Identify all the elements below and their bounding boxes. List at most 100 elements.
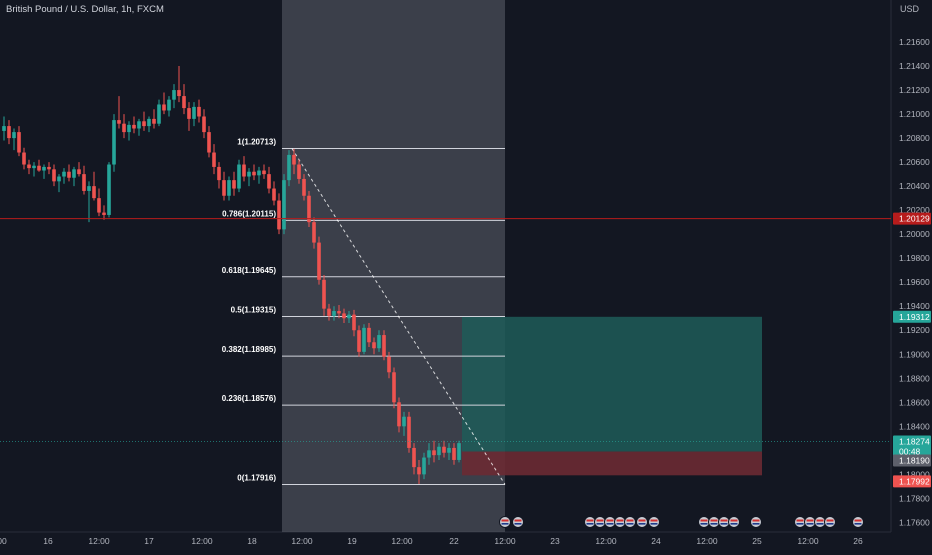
flag-icon-circle [814, 516, 826, 528]
candle-body [412, 447, 416, 468]
candle-body [457, 443, 461, 460]
price-label-bg [893, 475, 931, 488]
flag-icon[interactable] [512, 516, 524, 528]
flag-icon[interactable] [728, 516, 740, 528]
flag-icon[interactable] [584, 516, 596, 528]
candle [47, 162, 51, 175]
price-tick-label: 1.21200 [899, 85, 930, 95]
price-tick-label: 1.18000 [899, 469, 930, 479]
candle [247, 168, 251, 187]
candle-body [427, 450, 431, 458]
flag-icon-circle [512, 516, 524, 528]
price-label-text: 1.17992 [899, 476, 930, 486]
flag-icon-circle [728, 516, 740, 528]
flag-stripe [501, 523, 509, 525]
price-label-bg [893, 454, 931, 467]
flag-icon[interactable] [614, 516, 626, 528]
candle [322, 275, 326, 316]
flag-icon[interactable] [718, 516, 730, 528]
candle-body [197, 106, 201, 117]
time-axis[interactable]: 00 16 12:00 17 12:00 18 12:00 19 12:00 22 12:00 23 1… [0, 536, 863, 546]
candle-body [247, 171, 251, 177]
candle-body [317, 242, 321, 280]
candle [127, 121, 131, 141]
flag-icon[interactable] [804, 516, 816, 528]
flag-icon[interactable] [852, 516, 864, 528]
flag-icon[interactable] [794, 516, 806, 528]
flag-icon[interactable] [824, 516, 836, 528]
candle-body [377, 335, 381, 349]
candle [392, 367, 396, 409]
candle [362, 324, 366, 355]
candle [292, 148, 296, 175]
flag-stripe [854, 519, 862, 522]
candle-body [287, 154, 291, 181]
profit-zone[interactable] [462, 316, 762, 452]
candle-body [222, 180, 226, 196]
flag-icon-circle [648, 516, 660, 528]
candle-body [362, 327, 366, 352]
time-tick-label: 18 [247, 536, 257, 546]
flag-icon[interactable] [604, 516, 616, 528]
flag-stripe [752, 519, 760, 522]
flag-icon-circle [804, 516, 816, 528]
candle-body [452, 447, 456, 460]
flag-stripe [616, 519, 624, 522]
candle [162, 92, 166, 115]
candle [242, 156, 246, 182]
flag-stripe [606, 523, 614, 525]
flag-icon[interactable] [648, 516, 660, 528]
flag-icon[interactable] [750, 516, 762, 528]
candle-body [187, 108, 191, 119]
flag-stripe [616, 523, 624, 525]
candle [232, 171, 236, 196]
flag-icon[interactable] [698, 516, 710, 528]
flag-stripe [796, 523, 804, 525]
candle-body [2, 126, 6, 131]
fib-level-label: 0.236(1.18576) [222, 394, 277, 403]
candle-body [22, 152, 26, 165]
price-tick-label: 1.20200 [899, 205, 930, 215]
candle-body [42, 166, 46, 171]
loss-zone[interactable] [462, 451, 762, 476]
price-label-red-line: 1.20129 [893, 212, 931, 225]
candle [147, 116, 151, 133]
candle [287, 150, 291, 187]
price-label-text: 1.18274 [899, 436, 930, 446]
flag-stripe [586, 519, 594, 522]
fibonacci-retracement[interactable]: 1(1.20713) 0.786(1.20115) 0.618(1.19645) 0.… [222, 138, 506, 485]
flag-icon[interactable] [499, 516, 511, 528]
price-label-bg [893, 212, 931, 225]
economic-events[interactable] [499, 516, 864, 528]
flag-icon[interactable] [624, 516, 636, 528]
flag-stripe [796, 519, 804, 522]
price-tick-label: 1.20800 [899, 133, 930, 143]
candle-body [217, 166, 221, 181]
candle-body [212, 152, 216, 167]
candle-body [397, 402, 401, 427]
candle [52, 164, 56, 187]
price-tick-label: 1.17600 [899, 517, 930, 527]
fib-trend-line[interactable] [291, 148, 506, 485]
flag-icon[interactable] [708, 516, 720, 528]
candle [347, 311, 351, 324]
candle-body [17, 132, 21, 153]
candle-body [267, 174, 271, 189]
flag-icon[interactable] [814, 516, 826, 528]
flag-icon[interactable] [594, 516, 606, 528]
candle-body [152, 118, 156, 124]
flag-stripe [596, 519, 604, 522]
candle-body [332, 311, 336, 316]
flag-icon[interactable] [636, 516, 648, 528]
flag-stripe [806, 523, 814, 525]
flag-stripe [650, 523, 658, 525]
price-label-text: 00:48 [899, 446, 921, 456]
candle [197, 99, 201, 123]
price-label-bg [893, 435, 931, 448]
candle [277, 193, 281, 235]
candle-body [327, 308, 331, 316]
candle [152, 109, 156, 129]
price-label-current: 1.18274 [893, 435, 931, 448]
